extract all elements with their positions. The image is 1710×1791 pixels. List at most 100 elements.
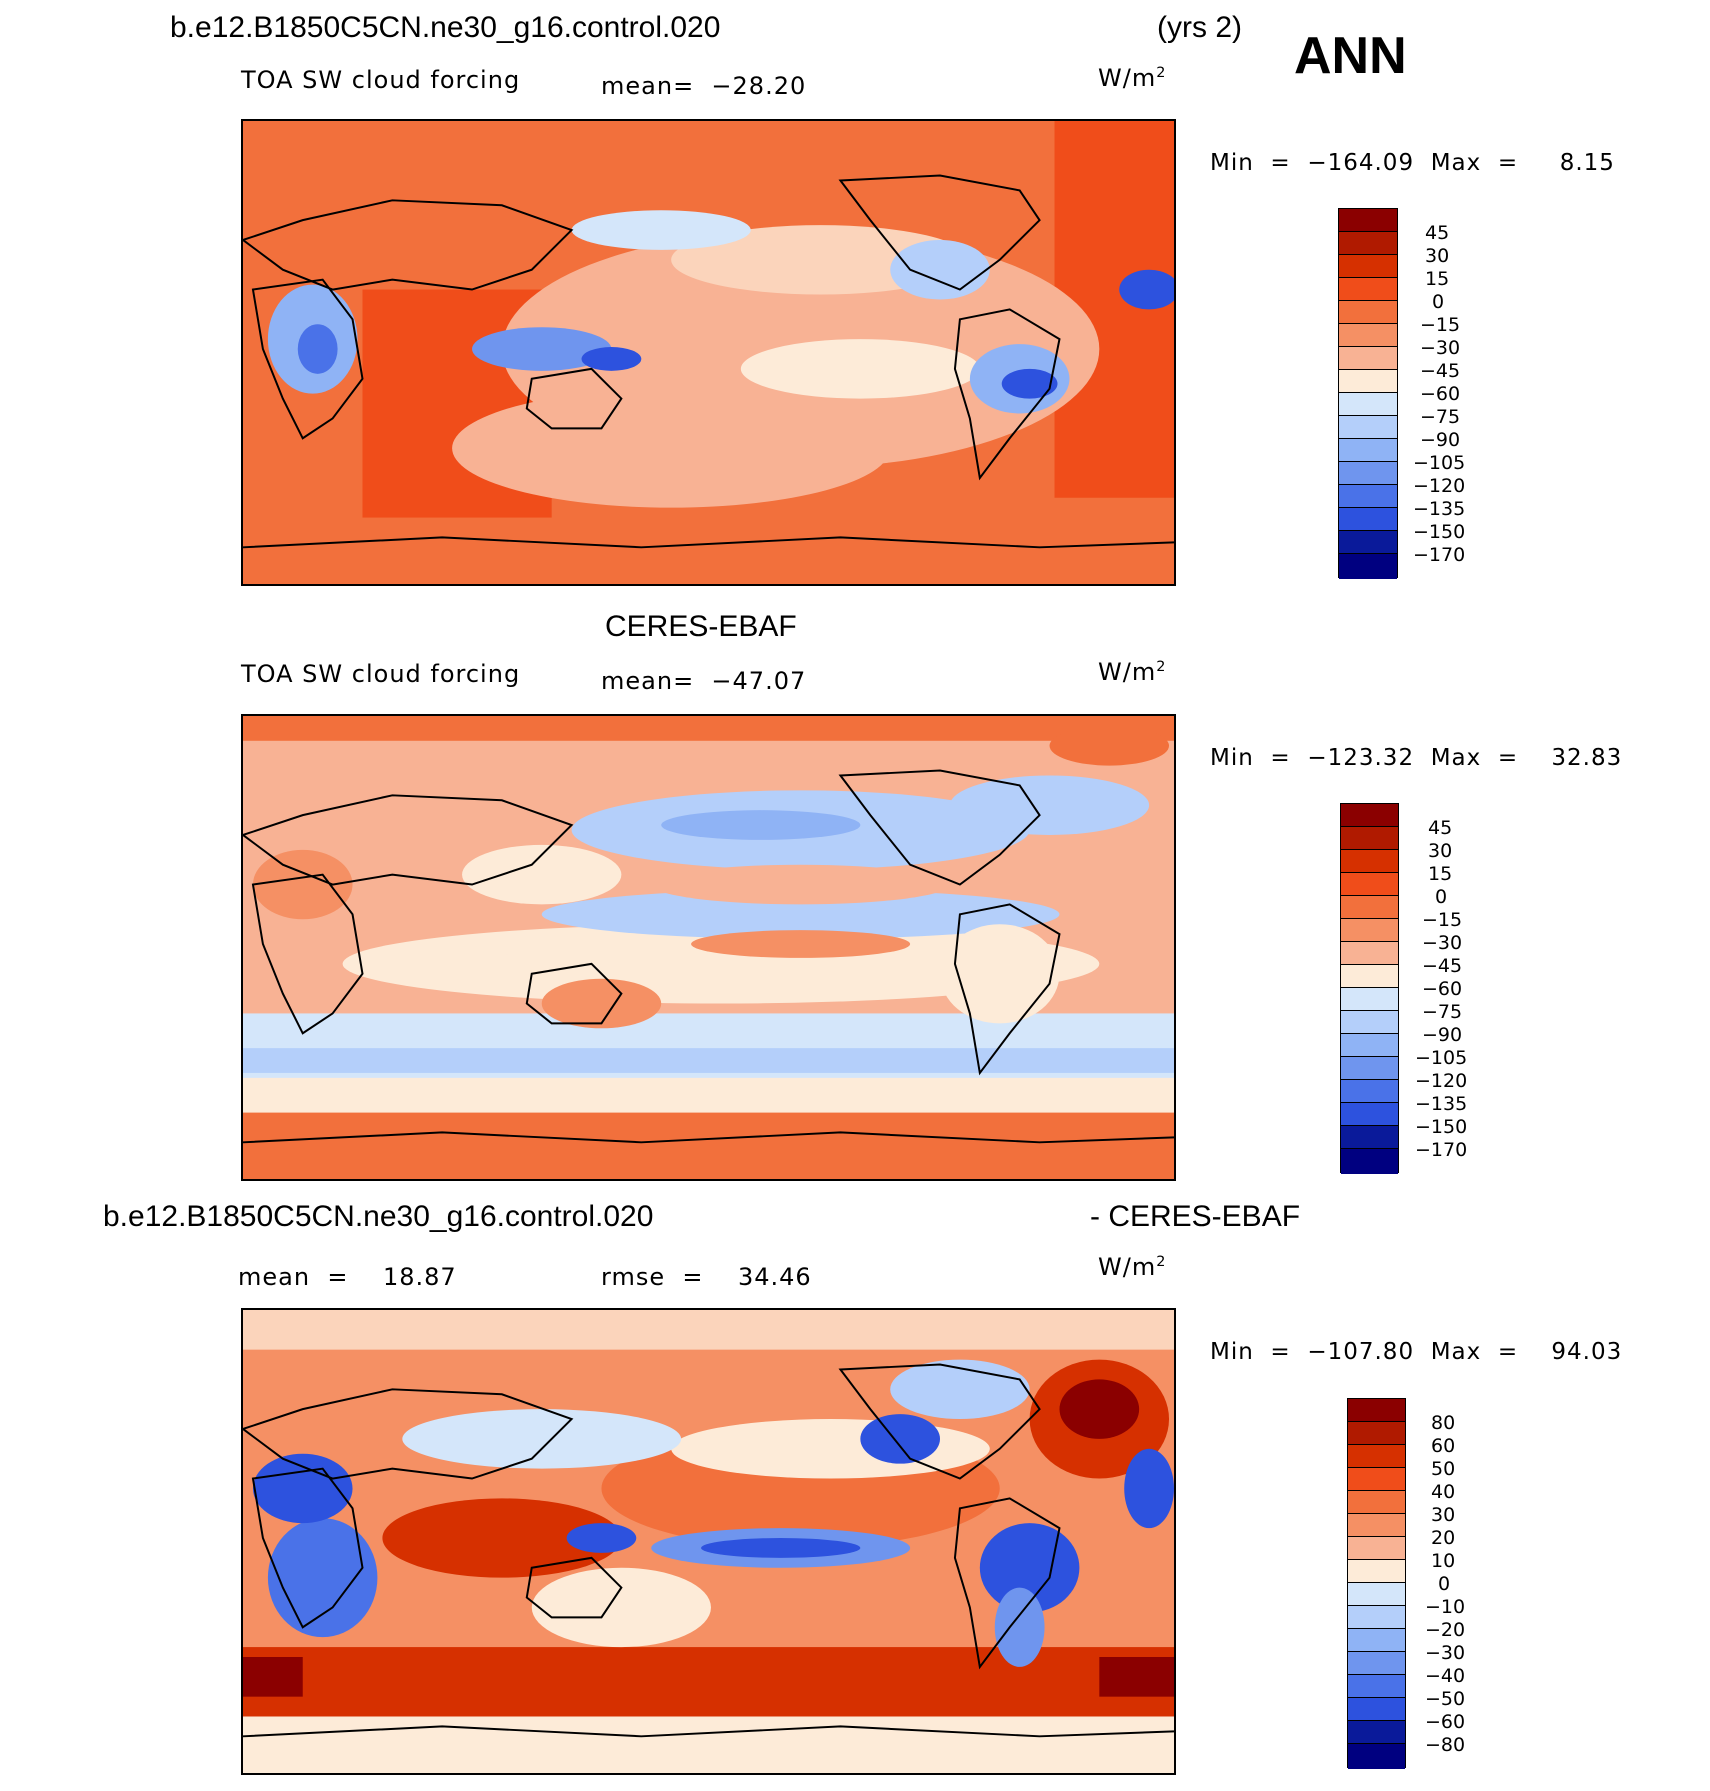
colorbar-tick-label: −135	[1415, 1093, 1468, 1115]
colorbar-tick-label: −40	[1425, 1665, 1466, 1687]
colorbar-box	[1339, 393, 1397, 416]
colorbar-box	[1348, 1744, 1405, 1769]
colorbar-box	[1348, 1583, 1405, 1606]
colorbar-tick-label: 45	[1428, 817, 1453, 839]
panel2-minmax: Min = −123.32 Max = 32.83	[1210, 745, 1623, 771]
colorbar-tick-label: −50	[1425, 1688, 1466, 1710]
colorbar-tick-label: 60	[1431, 1435, 1456, 1457]
colorbar-tick-label: 15	[1428, 863, 1453, 885]
colorbar-box	[1339, 347, 1397, 370]
panel1-mean: mean= −28.20	[601, 72, 807, 100]
colorbar-box	[1348, 1537, 1405, 1560]
colorbar-tick-label: −20	[1425, 1619, 1466, 1641]
panel1-colorbar	[1338, 208, 1398, 579]
colorbar-box	[1339, 531, 1397, 554]
colorbar-box	[1341, 804, 1398, 827]
colorbar-tick-label: −75	[1422, 1001, 1463, 1023]
colorbar-tick-label: −120	[1415, 1070, 1468, 1092]
colorbar-tick-label: 15	[1425, 268, 1450, 290]
colorbar-tick-label: 0	[1432, 291, 1445, 313]
colorbar-tick-label: −60	[1425, 1711, 1466, 1733]
panel3-minmax: Min = −107.80 Max = 94.03	[1210, 1339, 1623, 1365]
colorbar-tick-label: −30	[1422, 932, 1463, 954]
panel2-map	[241, 714, 1176, 1181]
colorbar-tick-label: 10	[1431, 1550, 1456, 1572]
colorbar-box	[1341, 1149, 1398, 1174]
colorbar-box	[1348, 1399, 1405, 1422]
colorbar-tick-label: −90	[1420, 429, 1461, 451]
panel3-units: W/m2	[1098, 1253, 1167, 1281]
colorbar-box	[1341, 1034, 1398, 1057]
colorbar-tick-label: −60	[1422, 978, 1463, 1000]
colorbar-tick-label: −90	[1422, 1024, 1463, 1046]
panel3-map	[241, 1308, 1176, 1775]
colorbar-box	[1341, 850, 1398, 873]
colorbar-box	[1341, 1080, 1398, 1103]
colorbar-box	[1339, 232, 1397, 255]
years-label: (yrs 2)	[1157, 11, 1242, 44]
colorbar-tick-label: −150	[1415, 1116, 1468, 1138]
colorbar-box	[1339, 439, 1397, 462]
panel1-map	[241, 119, 1176, 586]
colorbar-box	[1339, 255, 1397, 278]
colorbar-box	[1339, 301, 1397, 324]
colorbar-box	[1341, 942, 1398, 965]
season-label: ANN	[1294, 27, 1407, 85]
colorbar-tick-label: −15	[1422, 909, 1463, 931]
colorbar-tick-label: 45	[1425, 222, 1450, 244]
colorbar-box	[1341, 988, 1398, 1011]
colorbar-box	[1348, 1721, 1405, 1744]
colorbar-tick-label: 80	[1431, 1412, 1456, 1434]
colorbar-box	[1341, 827, 1398, 850]
colorbar-box	[1341, 1011, 1398, 1034]
panel1-variable: TOA SW cloud forcing	[241, 66, 521, 94]
colorbar-tick-label: −150	[1413, 521, 1466, 543]
colorbar-tick-label: −15	[1420, 314, 1461, 336]
colorbar-tick-label: −135	[1413, 498, 1466, 520]
colorbar-box	[1339, 278, 1397, 301]
colorbar-box	[1348, 1675, 1405, 1698]
colorbar-tick-label: 20	[1431, 1527, 1456, 1549]
colorbar-box	[1348, 1468, 1405, 1491]
colorbar-tick-label: 40	[1431, 1481, 1456, 1503]
panel1-map-field	[243, 121, 1174, 584]
colorbar-tick-label: −105	[1413, 452, 1466, 474]
colorbar-box	[1341, 1126, 1398, 1149]
colorbar-box	[1339, 554, 1397, 579]
colorbar-tick-label: −45	[1420, 360, 1461, 382]
panel3-title-right: - CERES-EBAF	[1090, 1200, 1301, 1233]
colorbar-tick-label: −45	[1422, 955, 1463, 977]
panel1-minmax: Min = −164.09 Max = 8.15	[1210, 150, 1615, 176]
colorbar-tick-label: 0	[1438, 1573, 1451, 1595]
colorbar-box	[1341, 1057, 1398, 1080]
colorbar-tick-label: −80	[1425, 1734, 1466, 1756]
colorbar-box	[1348, 1606, 1405, 1629]
colorbar-box	[1348, 1445, 1405, 1468]
panel3-map-field	[243, 1310, 1174, 1773]
colorbar-tick-label: −170	[1415, 1139, 1468, 1161]
panel2-variable: TOA SW cloud forcing	[241, 660, 521, 688]
colorbar-tick-label: −105	[1415, 1047, 1468, 1069]
colorbar-box	[1339, 416, 1397, 439]
panel2-title: CERES-EBAF	[605, 610, 797, 643]
panel2-map-field	[243, 716, 1174, 1179]
colorbar-tick-label: −75	[1420, 406, 1461, 428]
colorbar-box	[1339, 324, 1397, 347]
colorbar-box	[1341, 965, 1398, 988]
panel2-units: W/m2	[1098, 658, 1167, 686]
colorbar-box	[1348, 1560, 1405, 1583]
colorbar-box	[1348, 1514, 1405, 1537]
colorbar-tick-label: −30	[1420, 337, 1461, 359]
colorbar-tick-label: −120	[1413, 475, 1466, 497]
colorbar-box	[1341, 896, 1398, 919]
colorbar-box	[1341, 1103, 1398, 1126]
colorbar-box	[1339, 462, 1397, 485]
colorbar-box	[1341, 873, 1398, 896]
colorbar-tick-label: 50	[1431, 1458, 1456, 1480]
panel3-colorbar	[1347, 1398, 1406, 1769]
colorbar-tick-label: −60	[1420, 383, 1461, 405]
colorbar-tick-label: 30	[1428, 840, 1453, 862]
colorbar-box	[1339, 370, 1397, 393]
colorbar-tick-label: −10	[1425, 1596, 1466, 1618]
panel2-colorbar	[1340, 803, 1399, 1174]
